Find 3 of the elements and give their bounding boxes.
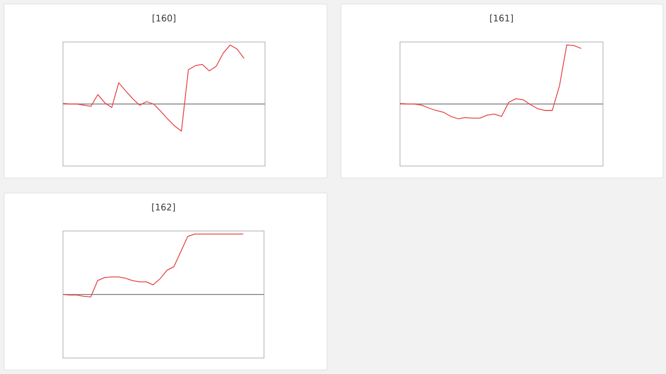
- chart-title: [160]: [152, 14, 176, 23]
- chart-title: [161]: [490, 14, 513, 23]
- chart-title: [162]: [152, 204, 175, 212]
